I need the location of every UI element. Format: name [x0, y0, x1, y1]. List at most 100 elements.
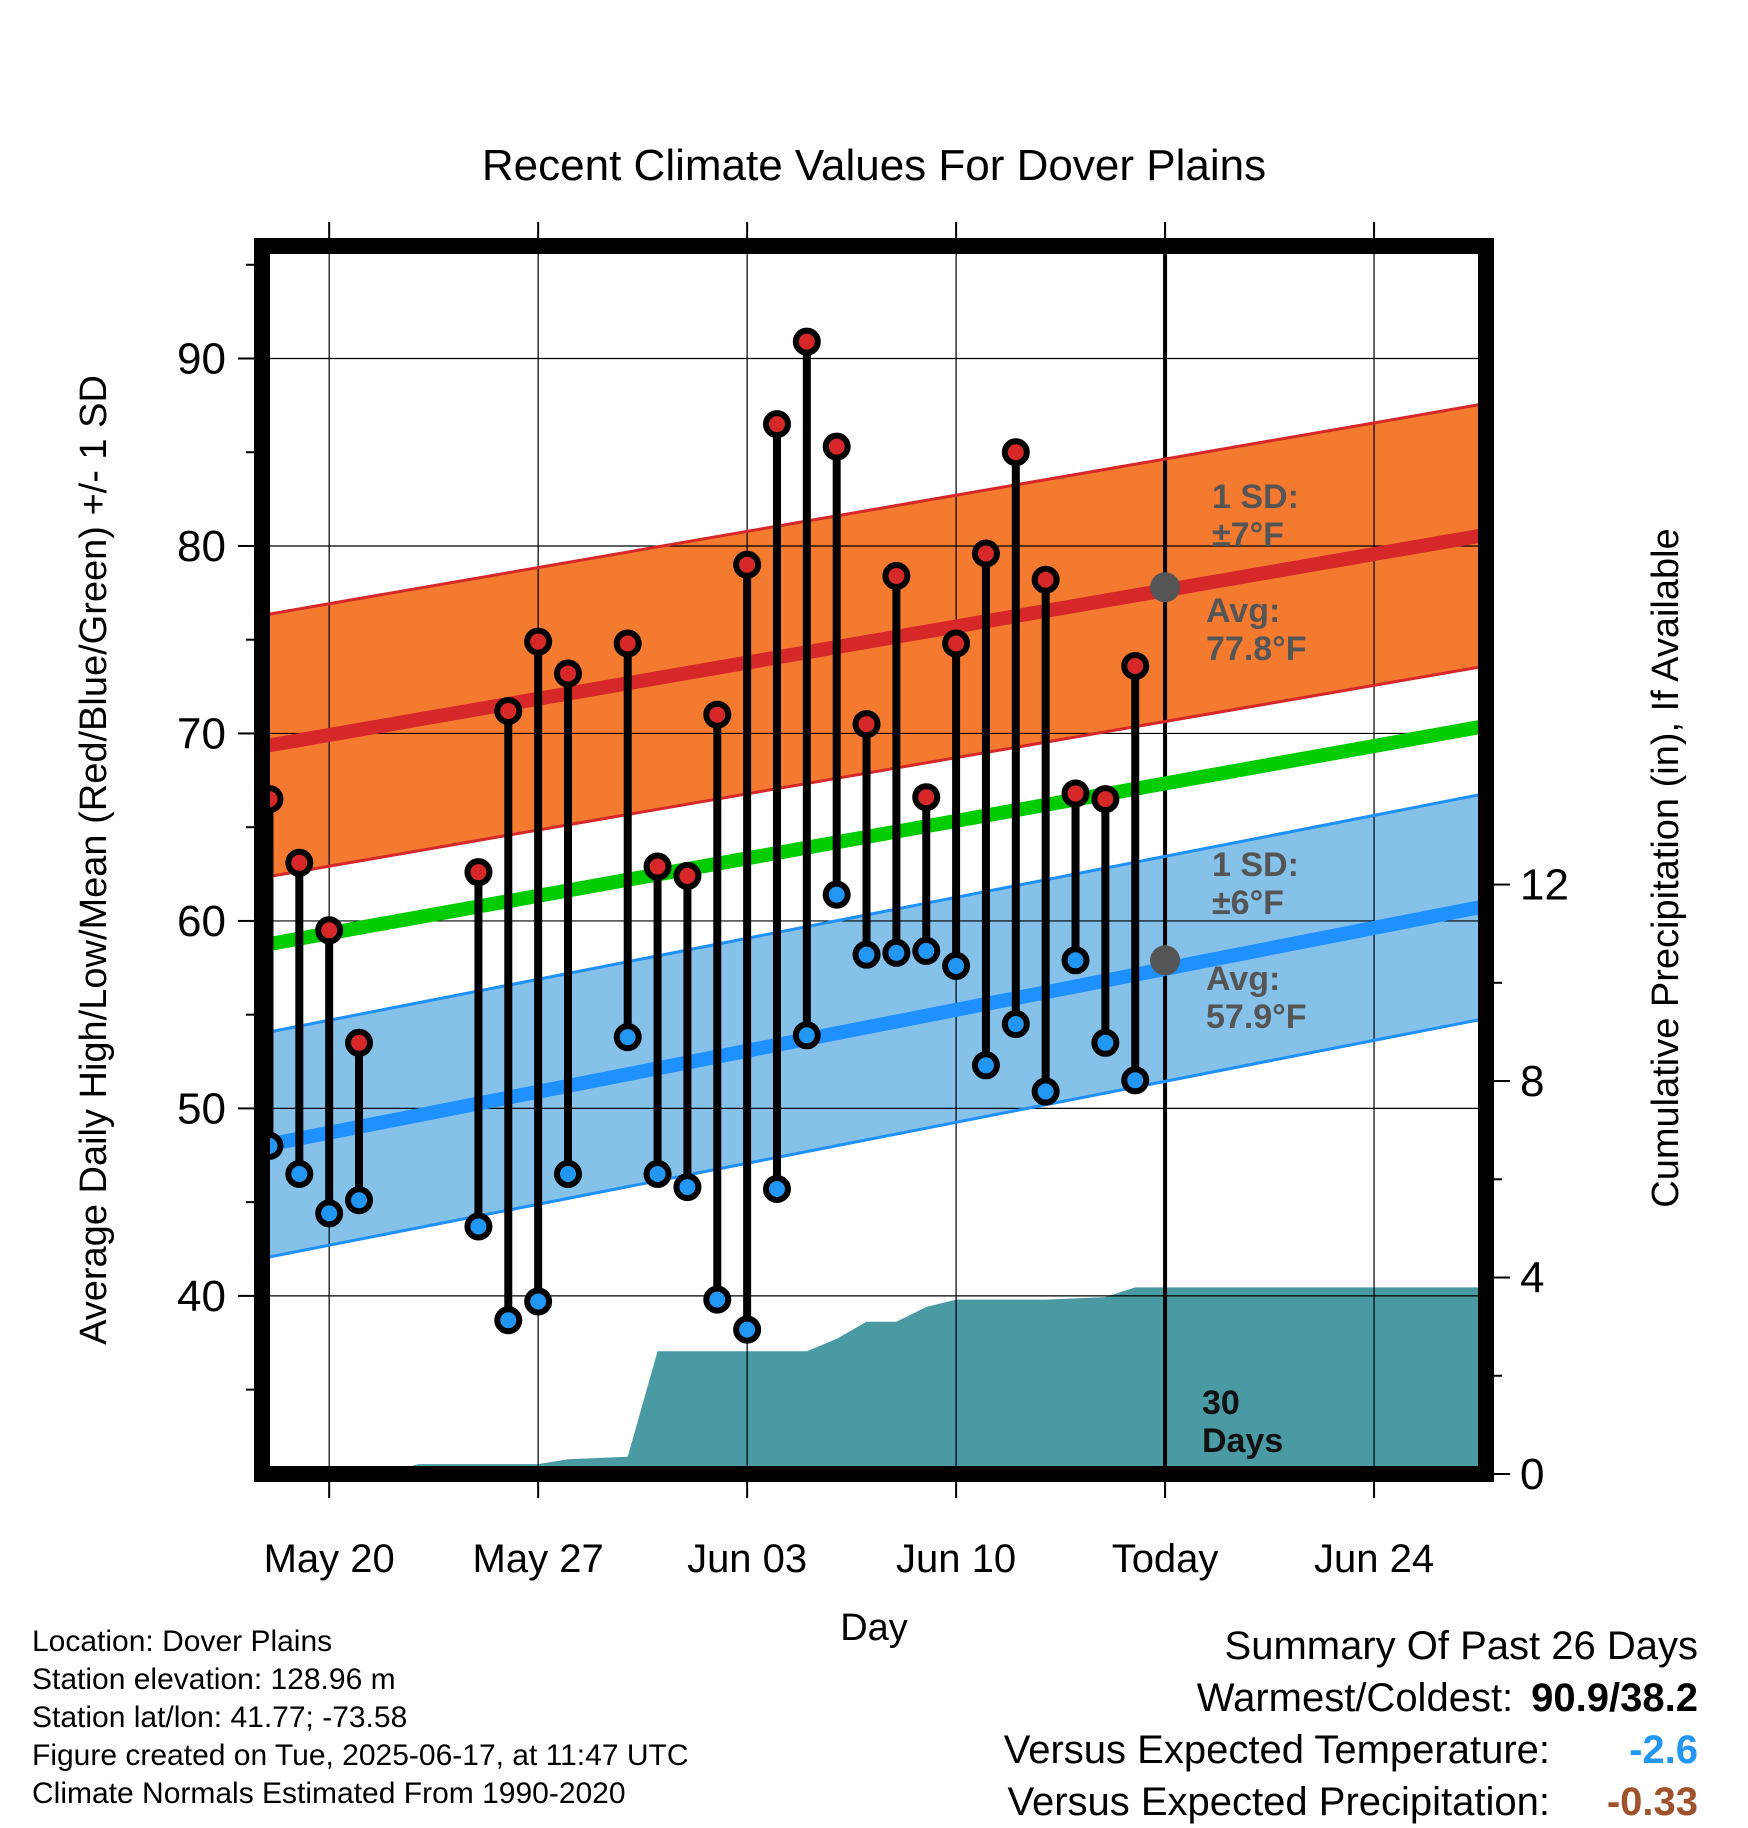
info-normals: Climate Normals Estimated From 1990-2020 [32, 1777, 626, 1810]
daily-high-point-29 [1091, 785, 1120, 814]
daily-low-point-10 [524, 1287, 553, 1316]
precip-value: -0.33 [1606, 1780, 1698, 1824]
precip-cumulative-area [262, 1287, 1486, 1474]
daily-low-point-11 [554, 1160, 582, 1189]
high-average-line [262, 527, 1486, 754]
precip-area [262, 1287, 1486, 1474]
y-axis-label: Average Daily High/Low/Mean (Red/Blue/Gr… [73, 375, 115, 1345]
summary-warmest-row: Warmest/Coldest: 90.9/38.2 [1004, 1672, 1698, 1724]
x-tick-label-10: May 27 [473, 1537, 604, 1581]
mean-average-line [262, 719, 1486, 953]
y-tick-label-40: 40 [177, 1272, 226, 1321]
low-band-lower-edge [262, 1016, 1486, 1260]
daily-high-point-13 [613, 629, 642, 658]
daily-low-point-17 [733, 1315, 762, 1344]
y2-tick-label-8: 8 [1520, 1057, 1544, 1106]
station-info: Location: Dover Plains Station elevation… [32, 1623, 689, 1813]
x-tick-label-24: Jun 10 [896, 1537, 1016, 1581]
daily-low-point-3 [315, 1199, 344, 1228]
low-sd-label-1: ±6°F [1212, 884, 1284, 922]
low-average-line [262, 899, 1486, 1153]
summary-precip-row: Versus Expected Precipitation: -0.33 [1004, 1776, 1698, 1828]
daily-low-point-29 [1091, 1028, 1120, 1057]
daily-low-point-9 [494, 1306, 523, 1335]
daily-high-point-14 [643, 852, 672, 881]
daily-high-point-30 [1121, 651, 1150, 680]
daily-high-point-20 [822, 432, 851, 461]
high-sd-label-1: ±7°F [1212, 516, 1284, 554]
daily-low-point-14 [643, 1160, 672, 1189]
daily-high-point-19 [792, 327, 821, 356]
daily-low-point-16 [703, 1285, 732, 1314]
y-tick-label-70: 70 [177, 709, 226, 758]
daily-low-point-26 [1001, 1010, 1030, 1039]
daily-high-point-16 [703, 700, 732, 729]
daily-low-point-25 [971, 1051, 1000, 1080]
days-label-1: Days [1202, 1422, 1283, 1460]
precip-label: Versus Expected Precipitation: [1007, 1780, 1550, 1824]
daily-high-point-24 [942, 629, 971, 658]
daily-high-point-4 [345, 1028, 374, 1057]
today-low-avg-marker [1150, 945, 1181, 976]
daily-high-point-10 [524, 627, 553, 656]
temp-label: Versus Expected Temperature: [1003, 1728, 1550, 1772]
daily-low-point-21 [852, 940, 881, 969]
daily-high-point-25 [971, 539, 1000, 568]
info-elevation: Station elevation: 128.96 m [32, 1663, 396, 1696]
daily-low-point-28 [1061, 946, 1090, 975]
daily-high-point-11 [554, 659, 582, 688]
warmest-label: Warmest/Coldest: [1196, 1676, 1514, 1720]
summary-title: Summary Of Past 26 Days [1224, 1624, 1698, 1668]
summary-temp-row: Versus Expected Temperature: -2.6 [1004, 1724, 1698, 1776]
daily-low-point-24 [942, 951, 971, 980]
daily-low-point-23 [912, 936, 941, 965]
y2-tick-label-4: 4 [1520, 1254, 1544, 1303]
y-tick-label-60: 60 [177, 897, 226, 946]
daily-high-point-28 [1061, 779, 1090, 808]
high-band-lower-edge [262, 664, 1486, 880]
daily-low-point-18 [762, 1175, 791, 1204]
y-tick-label-80: 80 [177, 522, 226, 571]
daily-low-point-15 [673, 1173, 702, 1202]
x-tick-label-38: Jun 24 [1314, 1537, 1434, 1581]
daily-high-point-18 [762, 410, 791, 439]
daily-high-point-23 [912, 783, 941, 812]
daily-high-point-2 [285, 848, 314, 877]
daily-low-point-27 [1031, 1077, 1060, 1106]
y2-axis-label: Cumulative Precipitation (in), If Availa… [1645, 528, 1687, 1207]
daily-high-point-9 [494, 696, 523, 725]
low-band-upper-edge [262, 791, 1486, 1035]
high-band-upper-edge [262, 402, 1486, 617]
low-avg-label-0: Avg: [1206, 960, 1280, 998]
y2-tick-label-0: 0 [1520, 1450, 1544, 1499]
daily-low-point-2 [285, 1160, 314, 1189]
chart-title: Recent Climate Values For Dover Plains [482, 141, 1266, 190]
daily-low-point-22 [882, 938, 911, 967]
axes: 40 50 60 70 80 90 0 4 8 12 May 20 May 27 Jun 03 Jun 1… [177, 222, 1569, 1581]
warmest-value: 90.9/38.2 [1531, 1676, 1698, 1720]
normals-lines [262, 402, 1486, 1260]
daily-low-point-20 [822, 880, 851, 909]
daily-low-point-30 [1121, 1066, 1150, 1095]
x-tick-label-17: Jun 03 [687, 1537, 807, 1581]
daily-low-point-8 [464, 1212, 493, 1241]
daily-high-point-21 [852, 710, 881, 739]
y-tick-label-90: 90 [177, 334, 226, 383]
info-created: Figure created on Tue, 2025-06-17, at 11… [32, 1739, 689, 1772]
daily-high-point-8 [464, 858, 493, 887]
summary-panel: Summary Of Past 26 Days Warmest/Coldest:… [1004, 1620, 1698, 1828]
daily-high-point-26 [1001, 438, 1030, 467]
daily-high-point-22 [882, 561, 911, 590]
plot-frame [254, 238, 1494, 1482]
daily-low-point-13 [613, 1023, 642, 1052]
x-axis-label: Day [840, 1607, 908, 1649]
today-high-avg-marker [1150, 572, 1181, 603]
daily-high-point-27 [1031, 565, 1060, 594]
info-location: Location: Dover Plains [32, 1625, 333, 1658]
info-latlon: Station lat/lon: 41.77; -73.58 [32, 1701, 408, 1734]
daily-low-point-4 [345, 1186, 374, 1215]
high-avg-label-0: Avg: [1206, 592, 1280, 630]
x-tick-label-31: Today [1112, 1537, 1219, 1581]
